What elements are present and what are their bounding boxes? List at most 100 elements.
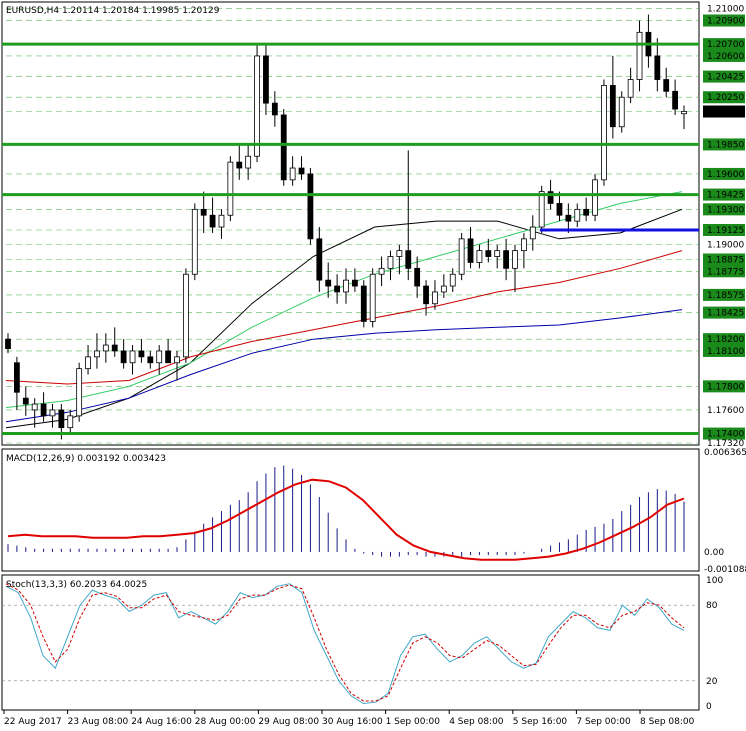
candle-body[interactable] (200, 208, 207, 216)
candle-body[interactable] (298, 167, 305, 175)
macd-axis-label: 0.006365 (704, 448, 746, 458)
candle-body[interactable] (263, 55, 269, 104)
candle-body[interactable] (325, 279, 332, 287)
price-level-tag (703, 91, 745, 104)
candle-body[interactable] (254, 55, 260, 157)
candle-body[interactable] (351, 279, 358, 287)
candle-body[interactable] (449, 273, 456, 287)
price-tick-label: 1.17320 (707, 439, 744, 449)
candle-body[interactable] (67, 415, 74, 429)
horizontal-levels[interactable] (2, 42, 699, 436)
candle-body[interactable] (165, 350, 172, 364)
candle-body[interactable] (58, 409, 65, 429)
candle-body[interactable] (414, 267, 421, 287)
candle-body[interactable] (191, 208, 198, 275)
candle-body[interactable] (236, 161, 243, 169)
candle-body[interactable] (13, 362, 20, 393)
candle-body[interactable] (485, 250, 492, 257)
candle-body[interactable] (583, 208, 590, 216)
candle-body[interactable] (49, 409, 56, 417)
candle-body[interactable] (111, 344, 118, 352)
candle-body[interactable] (289, 167, 296, 181)
candle-body[interactable] (503, 250, 510, 269)
candle-body[interactable] (31, 403, 38, 411)
candle-body[interactable] (609, 85, 616, 128)
candle-body[interactable] (138, 350, 145, 358)
candle-body[interactable] (147, 356, 154, 364)
price-level-tag (703, 223, 745, 236)
main-price-panel[interactable] (1, 1, 700, 446)
candle-body[interactable] (271, 102, 278, 116)
candle-body[interactable] (227, 161, 234, 216)
candle-body[interactable] (209, 214, 216, 228)
candle-body[interactable] (129, 350, 136, 364)
candle-body[interactable] (378, 267, 385, 275)
candle-body[interactable] (574, 208, 581, 222)
candle-body[interactable] (85, 356, 91, 370)
candle-body[interactable] (601, 85, 607, 181)
candle-body[interactable] (529, 226, 536, 240)
candle-body[interactable] (432, 291, 438, 305)
candle-body[interactable] (369, 273, 376, 322)
candle-body[interactable] (663, 79, 670, 92)
candle-body[interactable] (280, 114, 287, 181)
candle-body[interactable] (396, 250, 403, 257)
stoch-header: Stoch(13,3,3) 60.2033 64.0025 (6, 580, 147, 590)
candle-body[interactable] (307, 173, 314, 240)
time-axis-label: 8 Sep 08:00 (640, 717, 695, 727)
candle-body[interactable] (218, 214, 225, 228)
price-tick-label: 1.18875 (707, 255, 744, 265)
current-price-tag (703, 105, 745, 118)
candle-body[interactable] (423, 285, 429, 305)
candle-body[interactable] (547, 191, 554, 204)
stoch-panel[interactable] (1, 574, 700, 711)
candle-body[interactable] (22, 397, 29, 405)
price-axis: 1.21000 1.20900 1.20700 1.20600 1.20425 1.202… (703, 5, 745, 449)
candle-body[interactable] (512, 250, 518, 269)
candle-body[interactable] (102, 344, 109, 352)
candle-body[interactable] (494, 250, 501, 257)
candle-body[interactable] (476, 250, 483, 263)
candle-body[interactable] (5, 338, 11, 349)
candle-body[interactable] (467, 238, 474, 263)
candle-body[interactable] (156, 350, 163, 364)
candle-body[interactable] (387, 256, 394, 269)
candle-body[interactable] (182, 273, 189, 358)
candle-body[interactable] (343, 279, 349, 293)
candle-body[interactable] (556, 203, 563, 216)
price-level-tag (703, 333, 745, 346)
candle-body[interactable] (76, 368, 83, 417)
candle-body[interactable] (94, 350, 100, 358)
candle-body[interactable] (618, 96, 625, 128)
candle-body[interactable] (458, 238, 465, 275)
candle-body[interactable] (360, 285, 367, 322)
candle-body[interactable] (316, 238, 323, 281)
time-axis-label: 23 Aug 08:00 (68, 717, 129, 727)
candle-body[interactable] (334, 285, 341, 293)
candle-body[interactable] (440, 285, 447, 293)
price-tick-label: 1.17600 (707, 406, 744, 416)
candle-body[interactable] (672, 90, 679, 110)
ma-black-line (5, 208, 683, 429)
macd-signal-line (7, 478, 685, 561)
candlesticks[interactable] (5, 14, 687, 440)
macd-panel[interactable] (1, 448, 700, 572)
candle-body[interactable] (681, 110, 687, 115)
candle-body[interactable] (245, 155, 252, 169)
candle-body[interactable] (174, 356, 180, 364)
candle-body[interactable] (405, 250, 412, 269)
time-axis-label: 29 Aug 08:00 (258, 717, 319, 727)
candle-body[interactable] (120, 350, 127, 364)
candle-body[interactable] (627, 79, 634, 98)
candle-body[interactable] (636, 31, 643, 80)
stoch-axis-label: 0 (706, 702, 712, 712)
candle-body[interactable] (40, 403, 47, 417)
candle-body[interactable] (592, 179, 598, 216)
candle-body[interactable] (520, 238, 527, 252)
candle-body[interactable] (538, 191, 545, 228)
candle-body[interactable] (654, 55, 661, 80)
price-tick-label: 1.20700 (707, 40, 744, 50)
price-level-tag (703, 70, 745, 83)
candle-body[interactable] (565, 214, 572, 222)
